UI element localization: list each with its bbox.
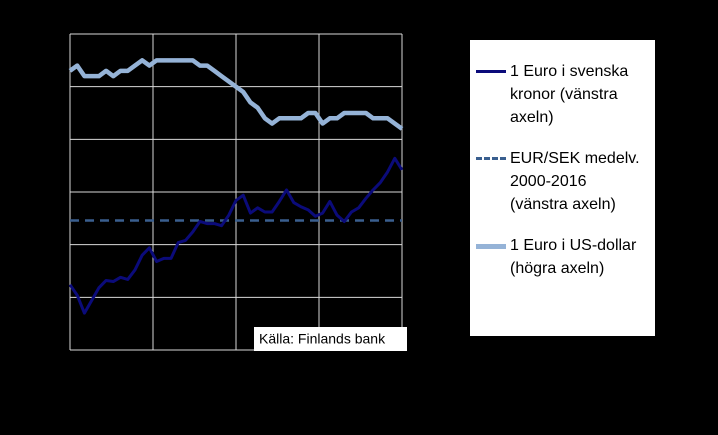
legend-entry: EUR/SEK medelv. 2000-2016 (vänstra axeln… bbox=[476, 147, 645, 216]
legend-swatch bbox=[476, 244, 506, 261]
annotation-box bbox=[254, 327, 407, 351]
series-line bbox=[68, 58, 404, 131]
legend-swatch bbox=[476, 70, 506, 85]
series-line bbox=[68, 156, 404, 315]
legend-label: EUR/SEK medelv. 2000-2016 (vänstra axeln… bbox=[510, 150, 640, 213]
legend: 1 Euro i svenska kronor (vänstra axeln) E… bbox=[470, 40, 655, 336]
legend-swatch bbox=[476, 157, 506, 172]
legend-entry: 1 Euro i US-dollar (högra axeln) bbox=[476, 234, 645, 280]
annotation: Källa: Finlands bank bbox=[259, 331, 386, 347]
legend-label: 1 Euro i svenska kronor (vänstra axeln) bbox=[510, 63, 629, 126]
legend-label: 1 Euro i US-dollar (högra axeln) bbox=[510, 237, 637, 277]
legend-entry: 1 Euro i svenska kronor (vänstra axeln) bbox=[476, 60, 645, 129]
